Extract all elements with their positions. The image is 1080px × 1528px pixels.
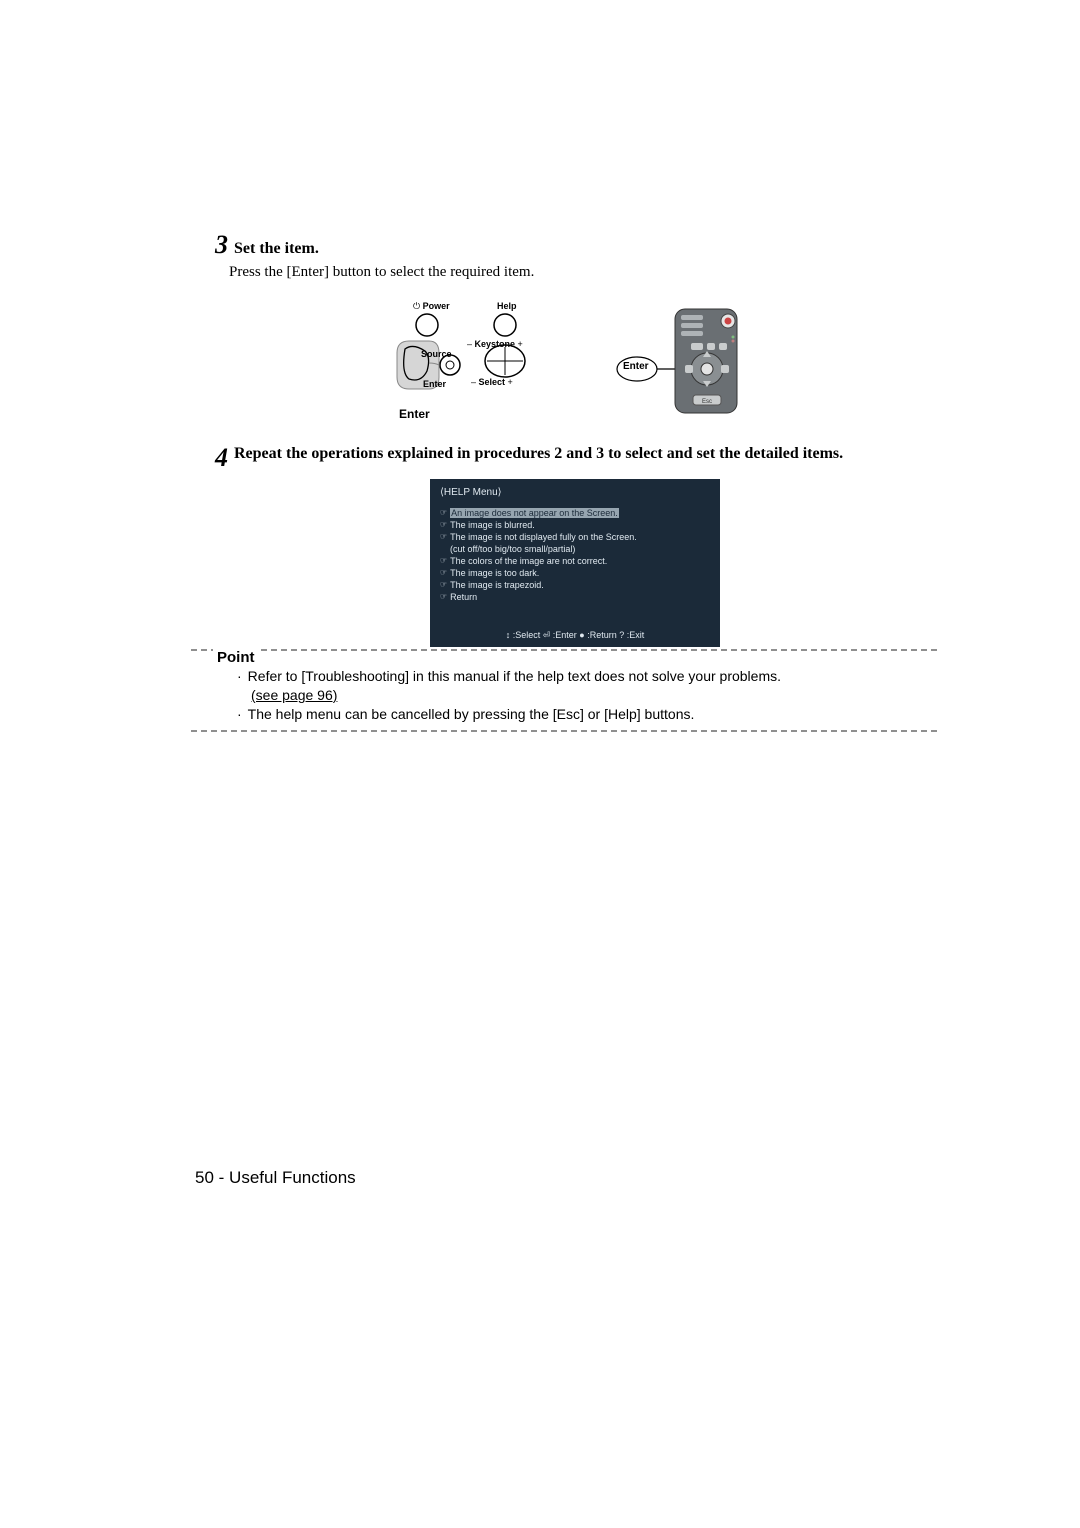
help-menu-items: ☞An image does not appear on the Screen.… <box>440 508 710 602</box>
hand-icon: ☞ <box>440 556 447 566</box>
remote-diagram: Esc Enter <box>615 307 755 417</box>
source-label: Source <box>421 349 452 359</box>
step-4-heading: 4 Repeat the operations explained in pro… <box>215 443 935 473</box>
help-menu-item: ☞The colors of the image are not correct… <box>440 556 710 566</box>
point-box: Point · Refer to [Troubleshooting] in th… <box>191 649 937 732</box>
point-body: · Refer to [Troubleshooting] in this man… <box>237 667 937 724</box>
help-menu-item: ☞An image does not appear on the Screen. <box>440 508 710 518</box>
help-menu-title: ⟨HELP Menu⟩ <box>440 487 710 498</box>
help-menu-item: ☞The image is blurred. <box>440 520 710 530</box>
svg-text:Esc: Esc <box>702 399 712 405</box>
help-menu-footer: ↕ :Select ⏎ :Enter ● :Return ? :Exit <box>430 630 720 641</box>
point-line-3: · The help menu can be cancelled by pres… <box>237 705 937 724</box>
step-3-heading: 3 Set the item. <box>215 230 935 260</box>
keystone-label: – Keystone + <box>467 339 523 349</box>
hand-icon: ☞ <box>440 520 447 530</box>
help-label: Help <box>497 301 517 311</box>
section-title: Useful Functions <box>229 1168 356 1187</box>
help-menu-item: ☞Return <box>440 592 710 602</box>
power-label: ⏻ Power <box>413 301 450 312</box>
control-panel-diagram: ⏻ Power Help Source – Keystone + Enter –… <box>395 303 555 421</box>
hand-icon: ☞ <box>440 508 447 518</box>
control-panel-svg <box>395 303 555 403</box>
step-4-title: Repeat the operations explained in proce… <box>234 443 843 465</box>
point-label: Point <box>213 649 259 666</box>
remote-enter-label: Enter <box>623 361 649 372</box>
step-3-title: Set the item. <box>234 240 319 258</box>
help-menu-item: ☞The image is trapezoid. <box>440 580 710 590</box>
panel-enter-label: Enter <box>423 379 446 389</box>
point-line-2: (see page 96) <box>237 686 937 705</box>
see-page-link[interactable]: (see page 96) <box>251 687 337 703</box>
step-4-number: 4 <box>215 443 228 473</box>
page-footer: 50 - Useful Functions <box>195 1168 356 1188</box>
help-menu-screenshot: ⟨HELP Menu⟩ ☞An image does not appear on… <box>430 479 720 647</box>
diagram-row: ⏻ Power Help Source – Keystone + Enter –… <box>215 303 935 421</box>
step-3-number: 3 <box>215 230 228 260</box>
point-line-1: · Refer to [Troubleshooting] in this man… <box>237 667 937 686</box>
page-number: 50 <box>195 1168 214 1187</box>
hand-icon: ☞ <box>440 532 447 542</box>
page-content: 3 Set the item. Press the [Enter] button… <box>215 230 935 732</box>
help-menu-item: ☞The image is too dark. <box>440 568 710 578</box>
hand-icon: ☞ <box>440 568 447 578</box>
help-menu-item: (cut off/too big/too small/partial) <box>440 544 710 554</box>
panel-enter-bottom-label: Enter <box>399 407 555 421</box>
hand-icon: ☞ <box>440 592 447 602</box>
help-menu-item: ☞The image is not displayed fully on the… <box>440 532 710 542</box>
hand-icon: ☞ <box>440 580 447 590</box>
step-3-body: Press the [Enter] button to select the r… <box>229 264 935 281</box>
select-label: – Select + <box>471 377 513 387</box>
